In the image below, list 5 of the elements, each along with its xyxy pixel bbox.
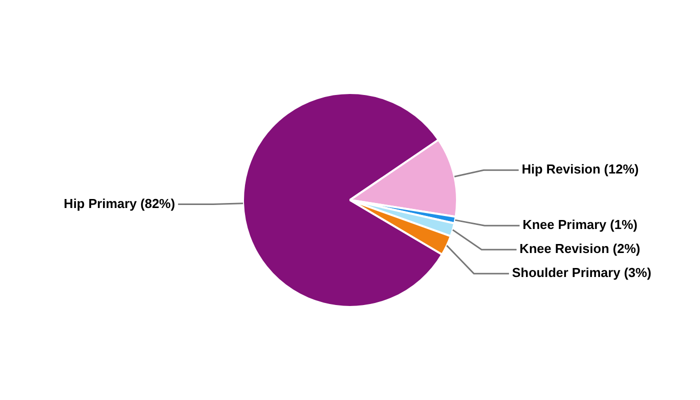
- slice-label: Knee Primary (1%): [522, 217, 638, 232]
- slice-label: Hip Revision (12%): [522, 162, 639, 177]
- slice-label: Knee Revision (2%): [520, 241, 640, 256]
- slice-label: Hip Primary (82%): [64, 196, 176, 211]
- slice-label: Shoulder Primary (3%): [512, 265, 652, 280]
